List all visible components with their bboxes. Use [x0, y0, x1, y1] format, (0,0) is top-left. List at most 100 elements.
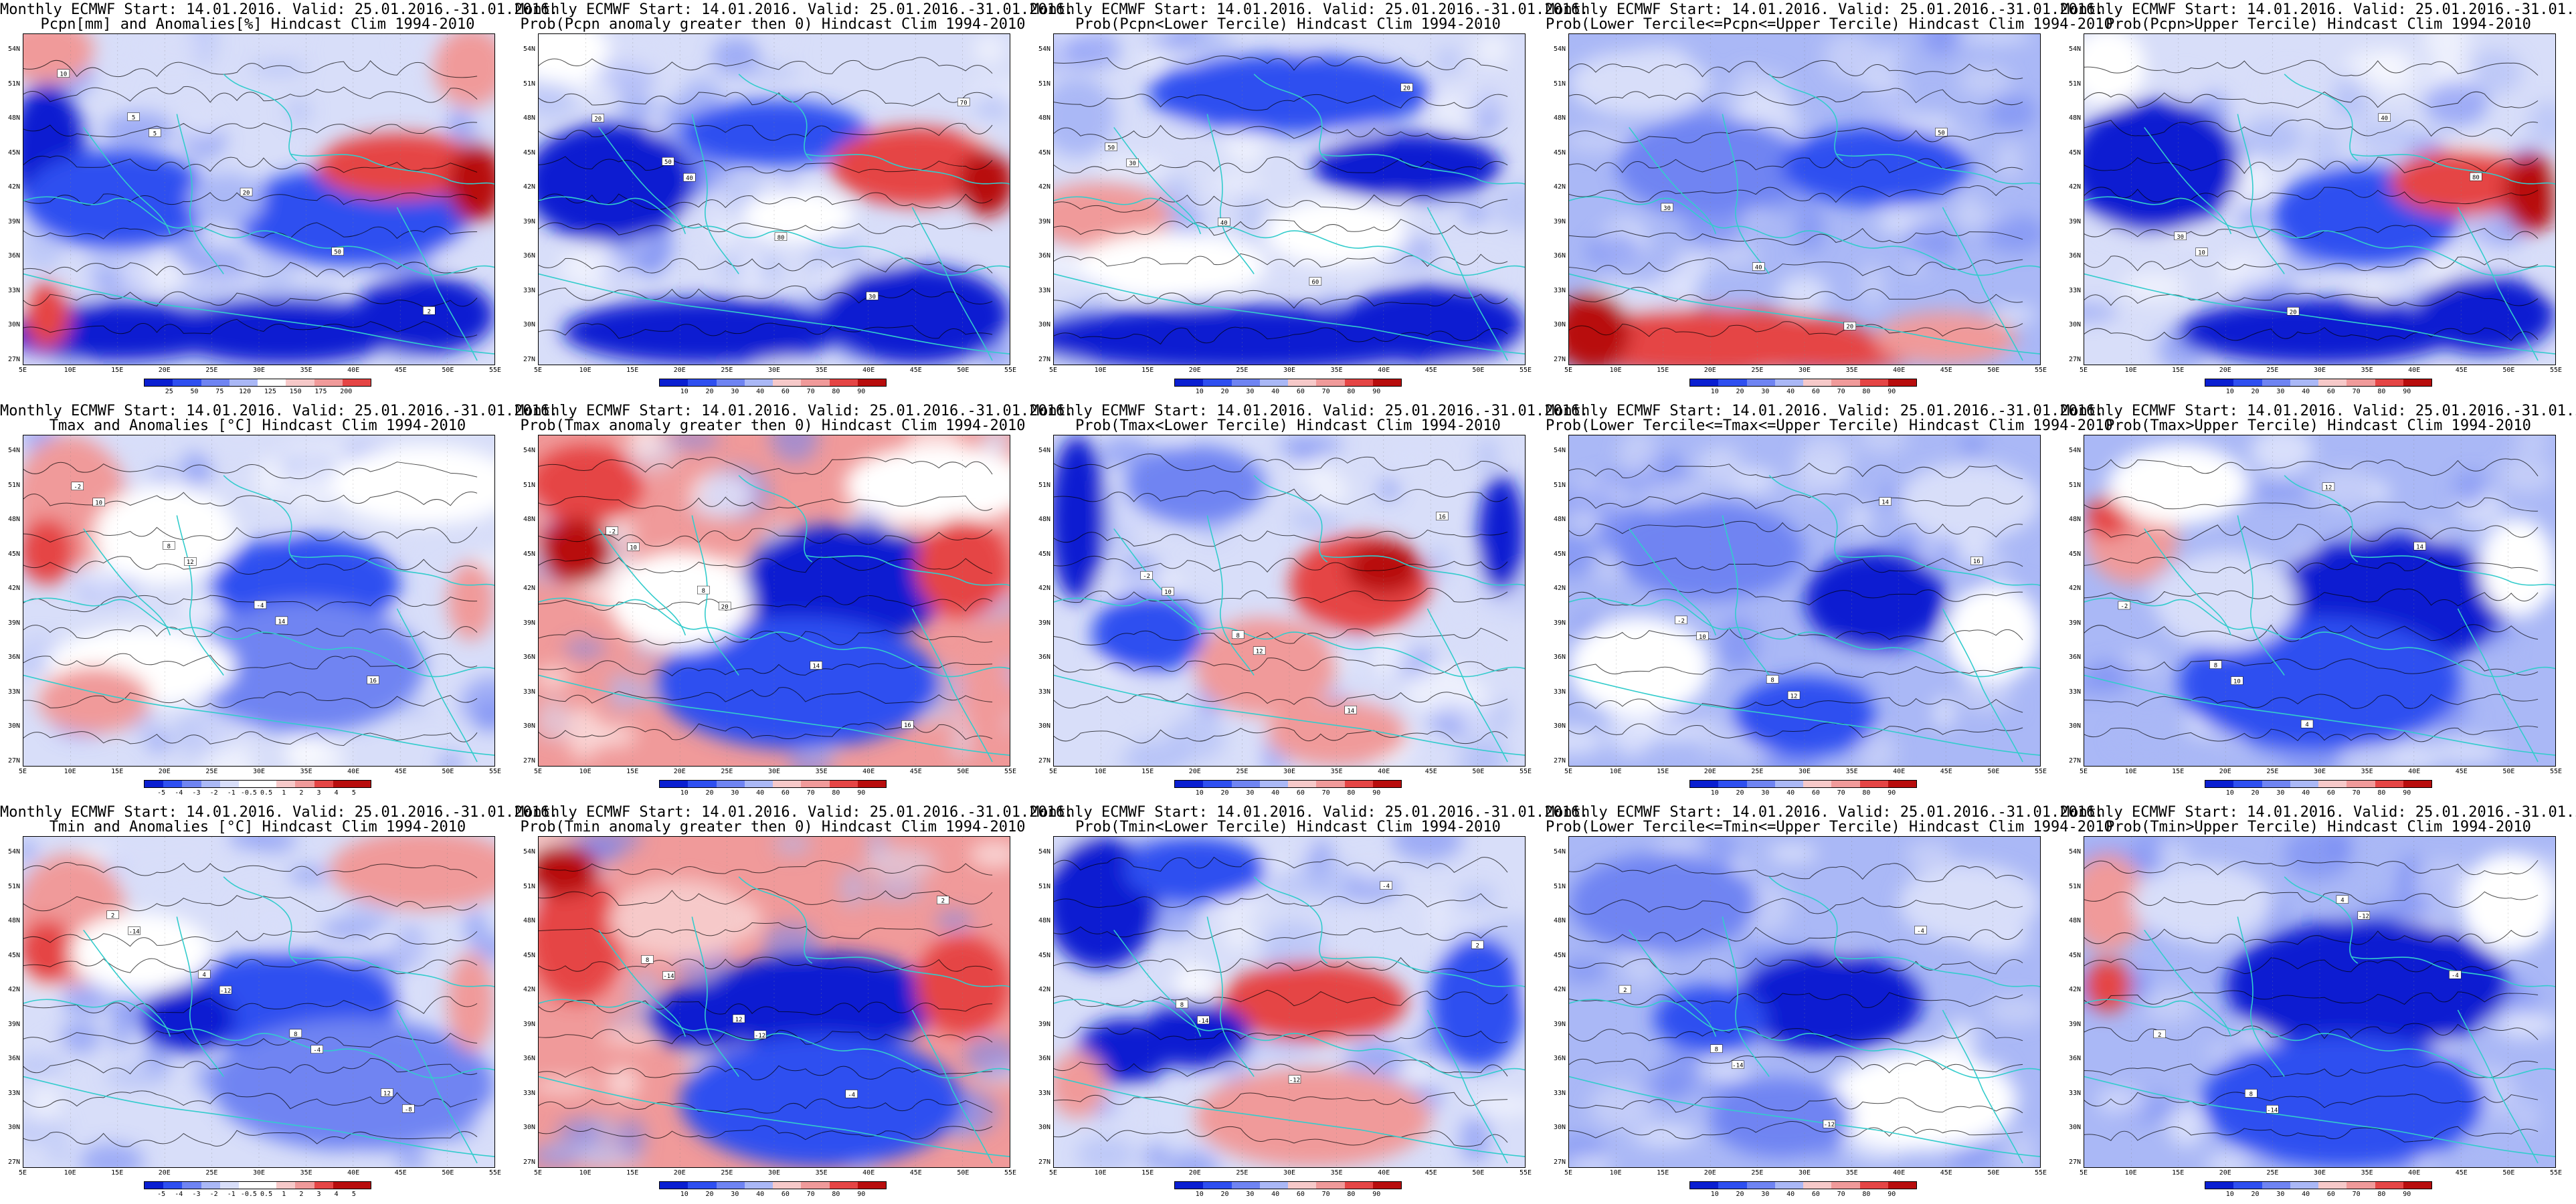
field-speckle — [2488, 635, 2513, 663]
lon-tick-label: 45E — [1940, 1169, 1952, 1177]
lat-axis: 54N 51N 48N 45N 42N 39N 36N 33N 30N 27N — [1030, 435, 1052, 767]
coastline — [1569, 1076, 2040, 1157]
field-speckle — [2528, 100, 2555, 146]
svg-text:10: 10 — [95, 500, 102, 507]
contour-label: 20 — [718, 601, 731, 611]
isoline — [23, 691, 478, 708]
lon-tick-label: 35E — [2361, 1169, 2373, 1177]
colorbar-tick-label: 30 — [731, 789, 739, 797]
isoline — [1569, 722, 2023, 738]
colorbar-swatch — [688, 379, 717, 386]
lon-tick-label: 30E — [2313, 367, 2326, 374]
field-anomaly-region — [1265, 700, 1407, 766]
colorbar — [659, 780, 887, 788]
colorbar-swatch — [219, 781, 239, 787]
isoline — [1054, 124, 1508, 140]
field-anomaly-region — [1734, 331, 1922, 365]
lon-tick-label: 35E — [1845, 367, 1858, 374]
svg-text:14: 14 — [1347, 708, 1354, 714]
colorbar-swatch — [688, 781, 717, 787]
lat-tick-label: 45N — [7, 550, 20, 558]
field-speckle — [626, 435, 663, 455]
isoline — [2084, 1092, 2539, 1108]
colorbar-labels: 10 20 30 40 60 70 80 90 — [659, 388, 887, 396]
isoline — [1054, 555, 1508, 573]
isoline — [2084, 557, 2539, 575]
field-anomaly-region — [2503, 153, 2555, 233]
coastline — [2237, 515, 2285, 676]
lat-tick-label: 51N — [2068, 80, 2081, 88]
lat-tick-label: 30N — [7, 1124, 20, 1131]
colorbar-swatch — [1831, 781, 1860, 787]
field-anomaly-region — [23, 282, 71, 348]
svg-text:8: 8 — [646, 957, 649, 964]
field-speckle — [288, 464, 334, 511]
coastline — [1768, 74, 1843, 161]
colorbar-swatch — [1690, 379, 1719, 386]
colorbar-labels: 25 50 75 120 125 150 175 200 — [144, 388, 371, 396]
colorbar-swatch — [1288, 781, 1317, 787]
colorbar — [1689, 780, 1917, 788]
panel-title: Prob(Tmin<Lower Tercile) Hindcast Clim 1… — [1075, 819, 1501, 835]
colorbar-tick-label: 5 — [351, 789, 356, 797]
colorbar-tick-label: 50 — [190, 388, 199, 395]
field-speckle — [117, 435, 160, 454]
colorbar-swatch — [219, 1182, 239, 1189]
field-speckle — [867, 878, 925, 902]
colorbar-swatch — [182, 1182, 201, 1189]
isoline — [23, 122, 478, 138]
colorbar-swatch — [182, 781, 201, 787]
lon-tick-label: 40E — [1378, 367, 1390, 374]
contour-label: 10 — [57, 69, 70, 78]
isoline — [23, 625, 478, 639]
field-speckle — [619, 97, 655, 122]
map-field: 30 40 20 50 — [1568, 33, 2041, 365]
isoline — [539, 957, 993, 973]
svg-text:50: 50 — [1938, 130, 1945, 136]
svg-text:8: 8 — [294, 1031, 297, 1038]
isoline — [539, 528, 993, 547]
svg-text:4: 4 — [2305, 722, 2308, 728]
field-speckle — [1697, 712, 1721, 757]
coastline — [1253, 876, 1328, 964]
colorbar-tick-label: 80 — [1347, 789, 1356, 797]
colorbar-tick-label: 60 — [1296, 789, 1305, 797]
contour-label: -2 — [2118, 601, 2131, 610]
field-speckle — [1378, 478, 1400, 501]
colorbar — [1174, 1181, 1402, 1189]
lon-tick-label: 40E — [1893, 768, 1906, 775]
field-anomaly-region — [680, 100, 868, 167]
lon-tick-label: 55E — [2034, 1169, 2047, 1177]
lon-tick-label: 5E — [1564, 1169, 1573, 1177]
isoline — [23, 1058, 478, 1076]
svg-text:12: 12 — [383, 1090, 391, 1097]
lon-tick-label: 10E — [64, 768, 76, 775]
lat-tick-label: 51N — [7, 80, 20, 88]
contour-label: 30 — [2174, 231, 2187, 241]
lat-axis: 54N 51N 48N 45N 42N 39N 36N 33N 30N 27N — [0, 33, 21, 365]
colorbar-swatch — [829, 379, 858, 386]
colorbar-tick-label: 90 — [857, 789, 866, 797]
lat-tick-label: 48N — [523, 516, 535, 523]
colorbar-tick-label: 10 — [680, 1191, 688, 1198]
lat-tick-label: 45N — [2068, 951, 2081, 959]
isoline — [2084, 458, 2539, 477]
lon-tick-label: 45E — [1424, 367, 1437, 374]
colorbar-tick-label: 60 — [2326, 789, 2335, 797]
colorbar-tick-label: 10 — [1710, 789, 1719, 797]
colorbar-swatch — [1746, 1182, 1775, 1189]
lon-tick-label: 55E — [2549, 1169, 2563, 1177]
field-speckle — [1983, 215, 2040, 252]
field-speckle — [539, 80, 577, 118]
panel-title: Prob(Lower Tercile<=Tmin<=Upper Tercile)… — [1546, 819, 2113, 835]
field-speckle — [2205, 1154, 2251, 1167]
colorbar-swatch — [238, 1182, 258, 1189]
coastline — [396, 1009, 478, 1164]
field-anomaly-region — [353, 275, 494, 355]
svg-text:8: 8 — [167, 543, 171, 550]
colorbar-swatch — [660, 1182, 688, 1189]
colorbar-tick-label: -0.5 — [240, 1191, 257, 1198]
colorbar-tick-label: -0.5 — [240, 789, 257, 797]
lat-tick-label: 51N — [2068, 882, 2081, 890]
colorbar-tick-label: 20 — [1736, 1191, 1744, 1198]
